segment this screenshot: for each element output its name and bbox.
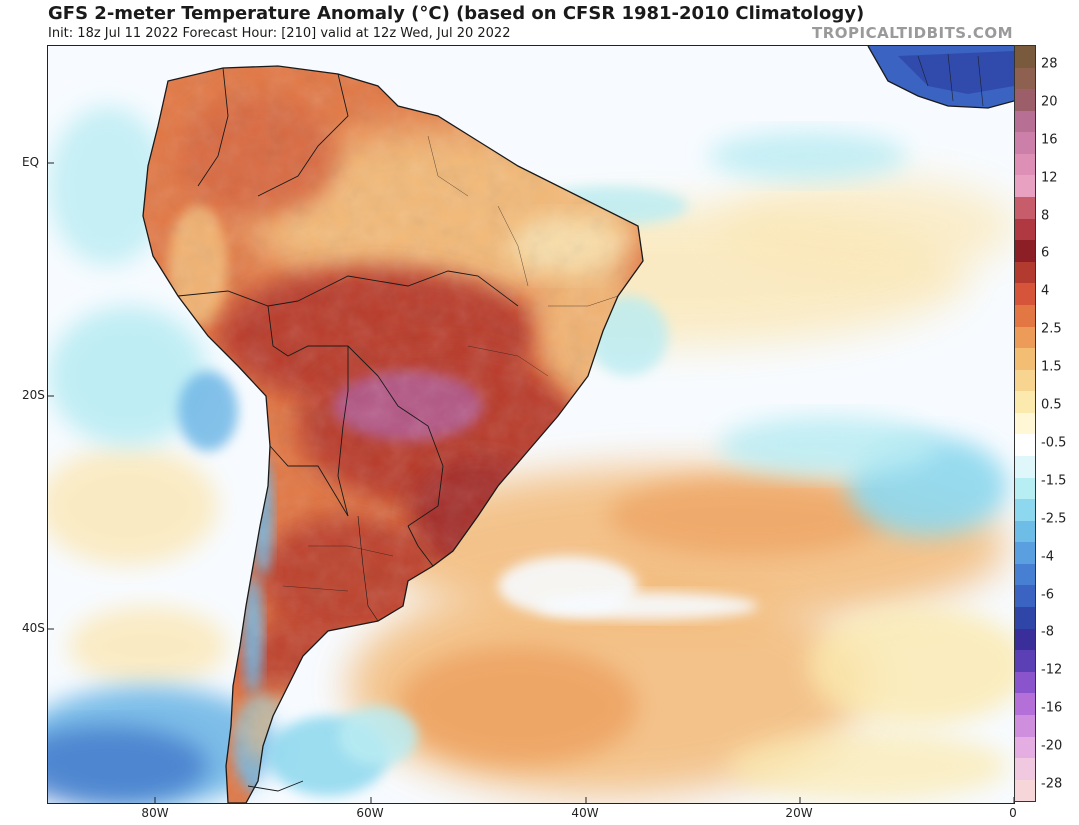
color-scale-segment [1015, 455, 1035, 478]
color-scale-label: -0.5 [1041, 435, 1067, 451]
color-scale-segment [1015, 348, 1035, 370]
anomaly-map[interactable] [47, 45, 1015, 804]
color-scale-bar [1014, 45, 1036, 802]
color-scale-segment [1015, 240, 1035, 262]
color-scale-segment [1015, 369, 1035, 392]
chart-title: GFS 2-meter Temperature Anomaly (°C) (ba… [48, 3, 865, 24]
color-scale-label: 8 [1041, 208, 1050, 224]
color-scale-segment [1015, 434, 1035, 456]
color-scale-segment [1015, 736, 1035, 759]
color-scale-segment [1015, 110, 1035, 133]
lon-label-40w: 40W [571, 806, 599, 820]
color-scale-segment [1015, 477, 1035, 500]
color-scale-segment [1015, 197, 1035, 219]
color-scale-segment [1015, 520, 1035, 543]
color-scale-segment [1015, 175, 1035, 198]
color-scale-segment [1015, 542, 1035, 564]
color-scale-segment [1015, 46, 1035, 68]
site-credit[interactable]: TROPICALTIDBITS.COM [812, 24, 1013, 42]
color-scale-segment [1015, 650, 1035, 672]
color-scale-label: -28 [1041, 776, 1063, 792]
africa-coast [867, 46, 1014, 109]
color-scale-segment [1015, 779, 1035, 802]
color-scale-label: 4 [1041, 283, 1050, 299]
color-scale-segment [1015, 283, 1035, 305]
lat-label-eq: EQ [22, 155, 40, 169]
color-scale-label: 28 [1041, 56, 1058, 72]
color-scale-segment [1015, 499, 1035, 521]
color-scale-label: 2.5 [1041, 321, 1062, 337]
color-scale-segment [1015, 391, 1035, 413]
color-scale-label: 16 [1041, 132, 1058, 148]
color-scale-label: 12 [1041, 170, 1058, 186]
color-scale-label: -20 [1041, 738, 1063, 754]
color-scale-label: -6 [1041, 587, 1054, 603]
lon-label-0: 0 [1009, 806, 1017, 820]
color-scale-segment [1015, 326, 1035, 349]
color-scale-segment [1015, 412, 1035, 435]
color-scale-segment [1015, 585, 1035, 608]
color-scale-segment [1015, 89, 1035, 111]
color-scale-segment [1015, 261, 1035, 284]
color-scale-segment [1015, 628, 1035, 651]
color-scale-segment [1015, 758, 1035, 780]
lon-label-80w: 80W [141, 806, 169, 820]
anomaly-map-canvas [48, 46, 1014, 803]
color-scale-label: 6 [1041, 245, 1050, 261]
color-scale-label: -2.5 [1041, 511, 1067, 527]
lat-label-20s: 20S [22, 388, 45, 402]
color-scale-label: -1.5 [1041, 473, 1067, 489]
color-scale-segment [1015, 304, 1035, 327]
color-scale-label: 20 [1041, 94, 1058, 110]
color-scale-segment [1015, 563, 1035, 586]
chart-subtitle: Init: 18z Jul 11 2022 Forecast Hour: [21… [48, 26, 511, 41]
color-scale-segment [1015, 671, 1035, 694]
map-ticks [48, 162, 1014, 803]
ocean-cool-anomaly [48, 106, 1008, 803]
color-scale-segment [1015, 153, 1035, 176]
lon-label-20w: 20W [785, 806, 813, 820]
color-scale-label: -16 [1041, 700, 1063, 716]
color-scale-segment [1015, 714, 1035, 737]
color-scale-segment [1015, 132, 1035, 154]
lon-label-60w: 60W [356, 806, 384, 820]
color-scale-segment [1015, 218, 1035, 241]
color-scale-segment [1015, 607, 1035, 629]
color-scale-label: 1.5 [1041, 359, 1062, 375]
color-scale-label: -12 [1041, 662, 1063, 678]
color-scale-label: 0.5 [1041, 397, 1062, 413]
color-scale-segment [1015, 693, 1035, 715]
color-scale-label: -8 [1041, 624, 1054, 640]
ocean-warm-anomaly [48, 176, 1014, 801]
lat-label-40s: 40S [22, 621, 45, 635]
color-scale-label: -4 [1041, 549, 1054, 565]
borders [142, 65, 644, 803]
color-scale-segment [1015, 67, 1035, 90]
